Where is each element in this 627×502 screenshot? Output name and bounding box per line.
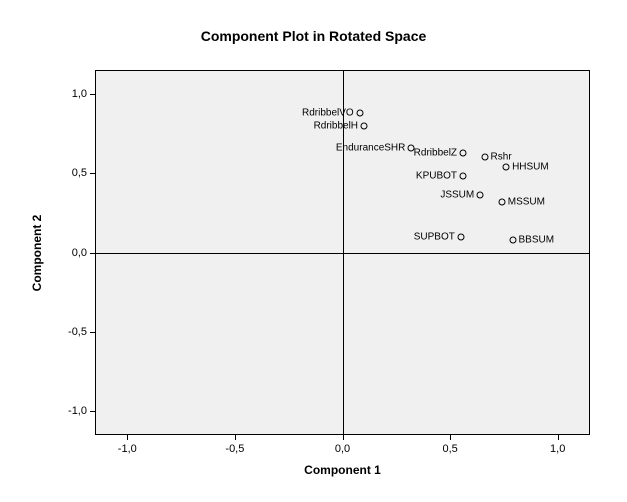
x-tick-mark bbox=[343, 435, 344, 440]
y-tick-label: 0,5 bbox=[72, 167, 87, 179]
component-plot-chart: Component Plot in Rotated Space Componen… bbox=[0, 0, 627, 502]
data-point bbox=[361, 122, 368, 129]
x-axis-label: Component 1 bbox=[304, 463, 381, 477]
data-point-label: BBSUM bbox=[519, 234, 555, 245]
x-tick-mark bbox=[127, 435, 128, 440]
x-tick-label: -0,5 bbox=[225, 443, 244, 455]
x-tick-label: 0,5 bbox=[442, 443, 457, 455]
data-point bbox=[356, 109, 363, 116]
y-tick-label: 0,0 bbox=[72, 247, 87, 259]
data-point bbox=[457, 233, 464, 240]
chart-title: Component Plot in Rotated Space bbox=[0, 28, 627, 44]
y-tick-mark bbox=[90, 253, 95, 254]
data-point bbox=[509, 236, 516, 243]
data-point-label: HHSUM bbox=[512, 161, 549, 172]
x-tick-mark bbox=[235, 435, 236, 440]
x-tick-label: 0,0 bbox=[335, 443, 350, 455]
data-point bbox=[460, 149, 467, 156]
x-tick-mark bbox=[558, 435, 559, 440]
data-point-label: MSSUM bbox=[508, 196, 545, 207]
y-tick-label: 1,0 bbox=[72, 88, 87, 100]
data-point bbox=[481, 154, 488, 161]
data-point-label: RdribbelH bbox=[314, 120, 358, 131]
data-point-label: KPUBOT bbox=[416, 171, 457, 182]
data-point-label: RdribbelZ bbox=[414, 147, 457, 158]
data-point bbox=[460, 173, 467, 180]
y-tick-label: -0,5 bbox=[68, 326, 87, 338]
x-tick-label: -1,0 bbox=[118, 443, 137, 455]
y-tick-mark bbox=[90, 94, 95, 95]
data-point-label: EnduranceSHR bbox=[336, 142, 405, 153]
y-axis-label: Component 2 bbox=[30, 214, 44, 291]
y-tick-label: -1,0 bbox=[68, 405, 87, 417]
x-tick-label: 1,0 bbox=[550, 443, 565, 455]
data-point bbox=[498, 198, 505, 205]
y-tick-mark bbox=[90, 332, 95, 333]
y-tick-mark bbox=[90, 173, 95, 174]
data-point-label: JSSUM bbox=[440, 190, 474, 201]
y-tick-mark bbox=[90, 411, 95, 412]
data-point-label: SUPBOT bbox=[414, 231, 455, 242]
data-point-label: RdribbelVO bbox=[302, 107, 354, 118]
data-point-label: Rshr bbox=[491, 152, 512, 163]
x-tick-mark bbox=[450, 435, 451, 440]
data-point bbox=[477, 192, 484, 199]
data-point bbox=[503, 163, 510, 170]
